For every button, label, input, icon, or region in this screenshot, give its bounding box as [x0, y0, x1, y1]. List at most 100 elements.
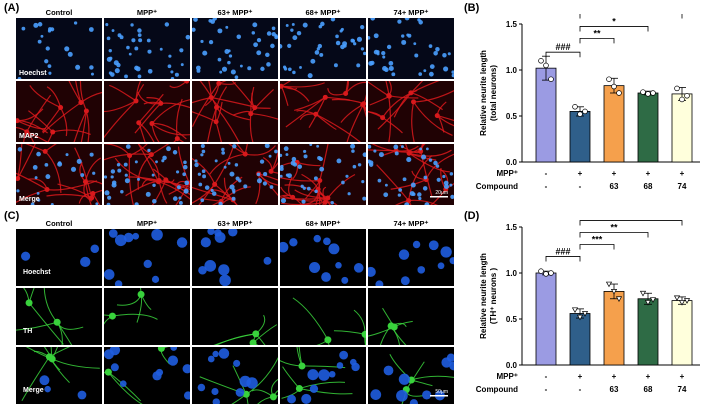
data-point [577, 111, 583, 117]
row-label: Hoechst [23, 269, 51, 276]
micrograph-tile: Hoechst [16, 18, 102, 79]
column-header: MPP⁺ [136, 219, 158, 228]
micrograph-tile [368, 18, 454, 79]
significance-label: * [629, 217, 633, 221]
micrograph-tile: Hoechst [16, 229, 102, 286]
bar [535, 67, 557, 163]
significance-bracket [579, 220, 683, 226]
data-point [639, 290, 647, 297]
significance-bracket [579, 14, 683, 19]
y-tick-label: 1.0 [506, 269, 518, 278]
bar [671, 300, 693, 366]
micrograph-tile [280, 18, 366, 79]
factor-value: + [680, 372, 685, 381]
factor-value: 63 [610, 385, 619, 394]
factor-value: 63 [610, 182, 619, 191]
data-point [640, 89, 646, 95]
factor-label: MPP⁺ [496, 169, 518, 178]
data-point [576, 314, 584, 321]
data-point [679, 96, 685, 103]
column-header: 68+ MPP⁺ [305, 219, 341, 228]
column-header: Control [45, 8, 73, 17]
significance-bracket [579, 244, 615, 250]
data-point [610, 289, 618, 295]
column-header: 74+ MPP⁺ [393, 219, 429, 228]
micrograph-tile: Merge [16, 144, 102, 205]
y-tick-label: 1.0 [506, 66, 518, 75]
y-tick-label: 1.5 [506, 20, 518, 29]
column-header: 74+ MPP⁺ [393, 8, 429, 17]
data-point [650, 90, 656, 96]
micrograph-tile [104, 288, 190, 345]
factor-label: Compound [476, 385, 518, 394]
data-point [543, 271, 549, 277]
panel-c-letter: (C) [4, 210, 20, 222]
bar [637, 92, 659, 163]
factor-value: - [545, 385, 548, 394]
data-point [548, 76, 554, 82]
factor-value: - [579, 182, 582, 191]
data-point [605, 281, 613, 288]
bar [603, 291, 625, 366]
significance-bracket [545, 51, 581, 58]
factor-value: 74 [678, 182, 687, 191]
factor-value: + [646, 372, 651, 381]
row-label: Merge [19, 196, 40, 203]
row-label: Merge [23, 387, 44, 394]
micrograph-tile [104, 229, 190, 286]
micrograph-tile [192, 347, 278, 404]
micrograph-tile [192, 81, 278, 142]
y-tick-label: 0.0 [506, 361, 518, 370]
significance-label: ** [610, 223, 618, 233]
scale-bar-label: 20μm [435, 190, 448, 196]
micrograph-tile: 20μm [368, 144, 454, 205]
data-point [581, 311, 589, 317]
row-label: TH [23, 328, 33, 335]
y-axis-label: Relative neurite length [479, 253, 488, 339]
factor-value: - [579, 385, 582, 394]
significance-label: * [612, 16, 616, 26]
factor-label: Compound [476, 182, 518, 191]
data-point [611, 83, 617, 90]
data-point [673, 295, 681, 302]
y-axis-label-line2: (total neurons) [489, 65, 498, 121]
data-point [684, 93, 690, 99]
factor-value: 74 [678, 385, 687, 394]
y-tick-label: 0.5 [506, 112, 518, 121]
panel-d-letter: (D) [464, 210, 480, 222]
data-point [582, 108, 588, 115]
significance-label: ### [555, 246, 570, 256]
bar-chart-d: 0.0 0.5 1.0 1.5 Relative neurite length (TH⁺ … [476, 217, 700, 394]
data-point [543, 62, 549, 69]
micrograph-tile: 50μm [368, 347, 454, 404]
significance-bracket [579, 232, 649, 238]
panel-a-letter: (A) [4, 2, 20, 14]
micrograph-tile [280, 144, 366, 205]
significance-bracket [545, 256, 581, 262]
y-tick-label: 0.0 [506, 158, 518, 167]
micrograph-tile: TH [16, 288, 102, 345]
data-point [616, 90, 622, 96]
bar [603, 85, 625, 163]
factor-value: + [612, 169, 617, 178]
micrograph-tile [280, 229, 366, 286]
bar [637, 298, 659, 366]
data-point [683, 298, 691, 304]
bar [569, 111, 591, 163]
micrograph-tile: MAP2 [16, 81, 102, 142]
scale-bar-label: 50μm [435, 389, 448, 395]
factor-label: MPP⁺ [496, 372, 518, 381]
bar-chart-b: 0.0 0.5 1.0 1.5 Relative neurite length (tota… [476, 14, 700, 191]
factor-value: 68 [644, 385, 653, 394]
micrograph-tile [192, 144, 278, 205]
micrograph-tile [368, 288, 454, 345]
micrograph-tile [280, 81, 366, 142]
data-point [615, 296, 623, 302]
data-point [649, 297, 657, 303]
significance-label: *** [592, 234, 603, 244]
bar [535, 272, 557, 366]
data-point [645, 91, 651, 97]
factor-value: - [545, 372, 548, 381]
micrograph-tile [192, 288, 278, 345]
data-point [606, 76, 612, 82]
